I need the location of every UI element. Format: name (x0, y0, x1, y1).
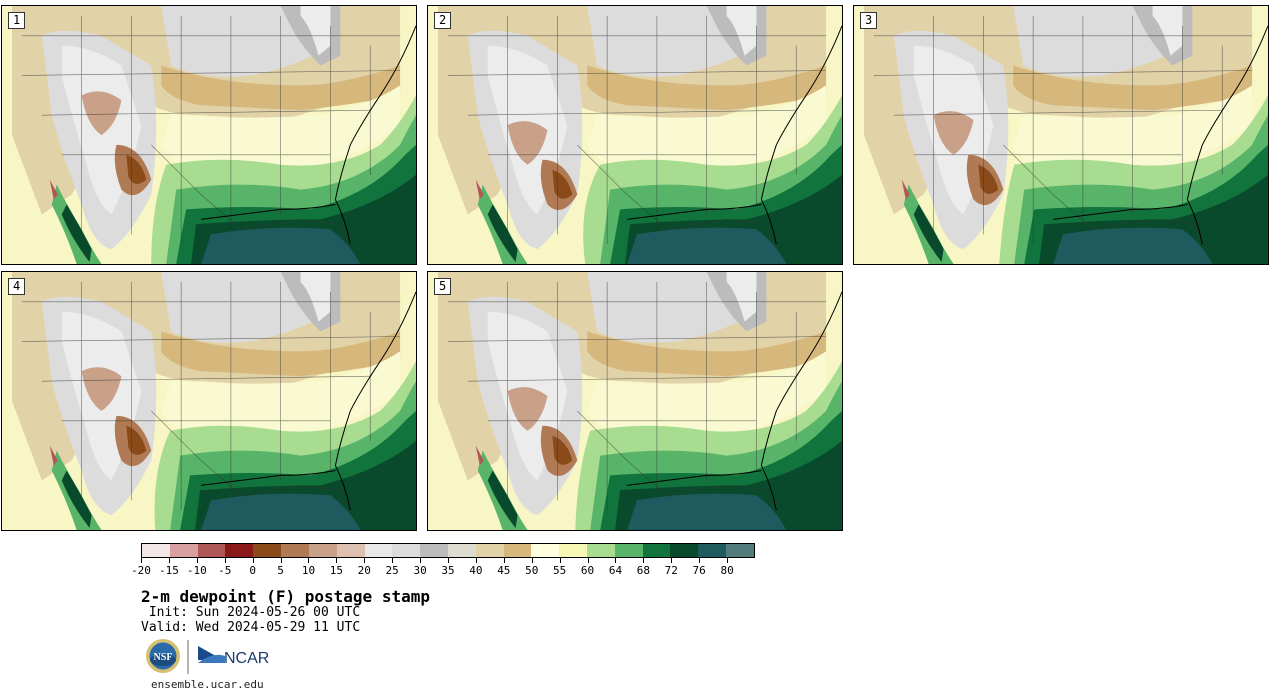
logos: NSF NCAR (145, 638, 285, 676)
colorbar-ticks: -20 -15 -10 -5 0 5 10 15 20 25 30 35 40 45 50 55 60 64 68 7… (131, 558, 755, 578)
colorbar-tick (727, 558, 729, 563)
chart-title: 2-m dewpoint (F) postage stamp (141, 587, 430, 606)
colorbar-segment (614, 544, 643, 557)
colorbar-tick (587, 558, 589, 563)
colorbar-tick-label: 64 (608, 564, 623, 577)
colorbar-segment (197, 544, 226, 557)
colorbar-tick-label: 35 (441, 564, 455, 577)
colorbar-tick-label: 55 (553, 564, 567, 577)
colorbar-tick-label: 20 (357, 564, 371, 577)
member-label: 1 (8, 12, 26, 29)
member-label: 4 (8, 278, 26, 295)
colorbar-segment (670, 544, 699, 557)
colorbar-segment (420, 544, 448, 557)
colorbar-tick-label: 72 (664, 564, 678, 577)
colorbar-segment (225, 544, 254, 557)
valid-time: Valid: Wed 2024-05-29 11 UTC (141, 620, 361, 635)
colorbar-tick (699, 558, 701, 563)
colorbar-tick-label: 45 (497, 564, 511, 577)
map-panel-1: 1 (1, 5, 417, 265)
colorbar-tick (475, 558, 477, 563)
colorbar-segment (587, 544, 615, 557)
colorbar-segment (281, 544, 309, 557)
colorbar-tick (531, 558, 533, 563)
colorbar-tick-label: -10 (186, 564, 207, 577)
colorbar-tick-label: 25 (385, 564, 399, 577)
colorbar-segment (726, 544, 754, 557)
colorbar-tick-label: 30 (413, 564, 427, 577)
colorbar-tick (448, 558, 449, 563)
colorbar-segment (642, 544, 671, 557)
nsf-text: NSF (154, 652, 173, 663)
map-panel-3: 3 (853, 5, 1269, 265)
member-label: 5 (434, 278, 452, 295)
ncar-logo-icon: NCAR (198, 646, 269, 667)
map-panel-2: 2 (427, 5, 843, 265)
colorbar-segment (169, 544, 198, 557)
colorbar-tick (252, 558, 254, 563)
member-label: 2 (434, 12, 452, 29)
colorbar-segment (336, 544, 365, 557)
colorbar-tick-label: -15 (158, 564, 179, 577)
colorbar-tick (141, 558, 142, 563)
colorbar (141, 543, 755, 558)
colorbar-segment (559, 544, 587, 557)
colorbar-tick (280, 558, 282, 563)
colorbar-tick-label: 76 (692, 564, 706, 577)
colorbar-tick-label: -20 (131, 564, 151, 577)
ncar-text: NCAR (224, 650, 269, 667)
colorbar-tick (559, 558, 561, 563)
colorbar-tick (336, 558, 338, 563)
colorbar-tick (671, 558, 673, 563)
colorbar-tick-label: 80 (720, 564, 734, 577)
dewpoint-map (2, 6, 416, 264)
colorbar-tick (168, 558, 170, 563)
colorbar-segment (447, 544, 476, 557)
init-time: Init: Sun 2024-05-26 00 UTC (141, 605, 361, 620)
colorbar-tick (196, 558, 198, 563)
colorbar-segment (142, 544, 170, 557)
colorbar-tick (308, 558, 310, 563)
colorbar-tick (615, 558, 617, 563)
colorbar-tick-label: 50 (525, 564, 539, 577)
colorbar-tick-label: -5 (218, 564, 232, 577)
colorbar-segment (392, 544, 421, 557)
colorbar-tick (420, 558, 422, 563)
colorbar-segment (475, 544, 504, 557)
site-url: ensemble.ucar.edu (151, 678, 264, 691)
colorbar-segment (364, 544, 393, 557)
colorbar-segment (531, 544, 560, 557)
dewpoint-map (2, 272, 416, 530)
colorbar-tick-label: 0 (249, 564, 256, 577)
colorbar-tick (392, 558, 394, 563)
dewpoint-map (854, 6, 1268, 264)
dewpoint-map (428, 6, 842, 264)
colorbar-tick-label: 15 (329, 564, 343, 577)
colorbar-tick-label: 68 (636, 564, 650, 577)
colorbar-tick-label: 60 (580, 564, 595, 577)
colorbar-tick (503, 558, 505, 563)
colorbar-segment (253, 544, 282, 557)
nsf-logo-icon: NSF (146, 639, 180, 673)
map-panel-5: 5 (427, 271, 843, 531)
colorbar-tick-label: 5 (277, 564, 284, 577)
colorbar-tick-label: 10 (301, 564, 316, 577)
colorbar-segment (698, 544, 727, 557)
colorbar-segment (308, 544, 337, 557)
colorbar-tick (643, 558, 645, 563)
colorbar-tick (224, 558, 226, 563)
colorbar-segment (503, 544, 532, 557)
dewpoint-map (428, 272, 842, 530)
map-panel-4: 4 (1, 271, 417, 531)
colorbar-tick-label: 40 (469, 564, 483, 577)
colorbar-tick (364, 558, 366, 563)
member-label: 3 (860, 12, 878, 29)
